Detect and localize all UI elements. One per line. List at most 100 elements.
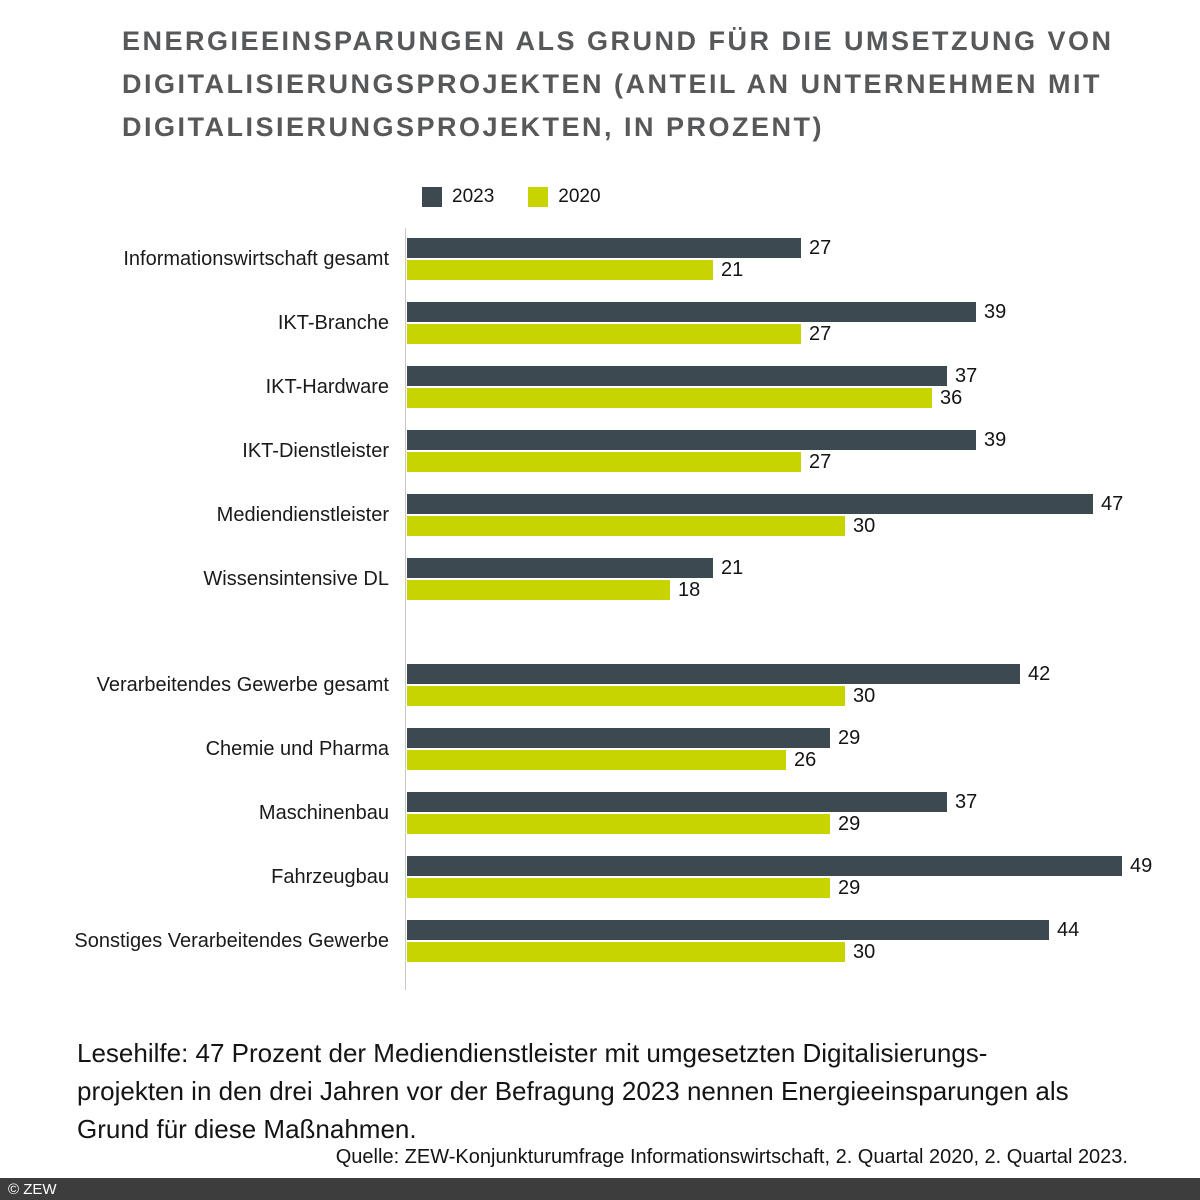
chart-title-line-1: ENERGIEEINSPARUNGEN ALS GRUND FÜR DIE UM… — [122, 26, 1114, 56]
bar-2023 — [407, 920, 1049, 940]
bar-line-2020: 29 — [407, 814, 1200, 834]
source-text: Quelle: ZEW-Konjunkturumfrage Informatio… — [335, 1146, 1128, 1168]
bar-2020 — [407, 260, 713, 280]
bar-line-2023: 47 — [407, 494, 1200, 514]
bar-2023 — [407, 494, 1093, 514]
legend-item-2023: 2023 — [422, 186, 494, 208]
value-label-2020: 27 — [809, 451, 832, 473]
bar-line-2020: 26 — [407, 750, 1200, 770]
bar-line-2023: 21 — [407, 558, 1200, 578]
row-bars: 39 27 — [405, 430, 1200, 472]
row-bars: 29 26 — [405, 728, 1200, 770]
bar-line-2023: 49 — [407, 856, 1200, 876]
row-bars: 37 36 — [405, 366, 1200, 408]
value-label-2020: 18 — [678, 579, 701, 601]
value-label-2020: 36 — [940, 387, 963, 409]
bar-line-2020: 27 — [407, 452, 1200, 472]
value-label-2023: 37 — [955, 365, 978, 387]
bar-2020 — [407, 580, 670, 600]
value-label-2020: 30 — [853, 941, 876, 963]
reading-aid: Lesehilfe: 47 Prozent der Mediendienstle… — [77, 1034, 1069, 1148]
value-label-2020: 21 — [721, 259, 744, 281]
bar-2023 — [407, 792, 947, 812]
chart-row: Wissensintensive DL 21 18 — [0, 558, 1200, 600]
value-label-2023: 44 — [1057, 919, 1080, 941]
chart-row: Maschinenbau 37 29 — [0, 792, 1200, 834]
copyright-label: © ZEW — [8, 1180, 57, 1198]
bar-line-2023: 37 — [407, 792, 1200, 812]
category-label: IKT-Dienstleister — [242, 439, 389, 462]
bar-line-2020: 36 — [407, 388, 1200, 408]
category-label: Verarbeitendes Gewerbe gesamt — [96, 673, 389, 696]
bar-line-2023: 29 — [407, 728, 1200, 748]
legend-swatch-2020 — [528, 187, 549, 207]
legend-label-2023: 2023 — [452, 186, 495, 207]
value-label-2020: 27 — [809, 323, 832, 345]
row-bars: 37 29 — [405, 792, 1200, 834]
category-label: Mediendienstleister — [216, 503, 389, 526]
category-label: Informationswirtschaft gesamt — [123, 247, 389, 270]
chart-row: Chemie und Pharma 29 26 — [0, 728, 1200, 770]
bar-2023 — [407, 238, 801, 258]
chart-title: ENERGIEEINSPARUNGEN ALS GRUND FÜR DIE UM… — [122, 20, 1114, 149]
category-label: Wissensintensive DL — [203, 567, 389, 590]
chart-row: IKT-Dienstleister 39 27 — [0, 430, 1200, 472]
bar-2023 — [407, 430, 976, 450]
chart-row: Mediendienstleister 47 30 — [0, 494, 1200, 536]
row-bars: 49 29 — [405, 856, 1200, 898]
bar-2023 — [407, 366, 947, 386]
category-label: Chemie und Pharma — [205, 737, 389, 760]
bar-line-2020: 30 — [407, 942, 1200, 962]
category-label: IKT-Branche — [277, 311, 389, 334]
chart-title-line-2: DIGITALISIERUNGSPROJEKTEN (ANTEIL AN UNT… — [122, 69, 1103, 99]
chart-row: Sonstiges Verarbeitendes Gewerbe 44 30 — [0, 920, 1200, 962]
reading-aid-line-1: Lesehilfe: 47 Prozent der Mediendienstle… — [77, 1038, 988, 1068]
bar-2020 — [407, 452, 801, 472]
row-bars: 39 27 — [405, 302, 1200, 344]
bar-2023 — [407, 302, 976, 322]
bar-line-2023: 44 — [407, 920, 1200, 940]
reading-aid-line-2: projekten in den drei Jahren vor der Bef… — [77, 1076, 1069, 1106]
value-label-2023: 42 — [1028, 663, 1051, 685]
value-label-2023: 49 — [1130, 855, 1153, 877]
category-label: IKT-Hardware — [265, 375, 389, 398]
chart-row: Verarbeitendes Gewerbe gesamt 42 30 — [0, 664, 1200, 706]
chart-row: IKT-Hardware 37 36 — [0, 366, 1200, 408]
bar-line-2023: 39 — [407, 430, 1200, 450]
value-label-2023: 39 — [984, 429, 1007, 451]
row-bars: 27 21 — [405, 238, 1200, 280]
chart-title-line-3: DIGITALISIERUNGSPROJEKTEN, IN PROZENT) — [122, 112, 825, 142]
bar-2020 — [407, 516, 845, 536]
row-bars: 42 30 — [405, 664, 1200, 706]
row-bars: 44 30 — [405, 920, 1200, 962]
bar-line-2020: 21 — [407, 260, 1200, 280]
value-label-2023: 47 — [1101, 493, 1124, 515]
bar-2023 — [407, 856, 1122, 876]
bar-2020 — [407, 388, 932, 408]
category-label: Sonstiges Verarbeitendes Gewerbe — [74, 929, 389, 952]
bar-2023 — [407, 664, 1020, 684]
legend-label-2020: 2020 — [558, 186, 601, 207]
bar-line-2020: 29 — [407, 878, 1200, 898]
bar-2020 — [407, 814, 830, 834]
value-label-2023: 21 — [721, 557, 744, 579]
bar-line-2020: 30 — [407, 516, 1200, 536]
value-label-2020: 26 — [794, 749, 817, 771]
bar-line-2023: 27 — [407, 238, 1200, 258]
bar-line-2020: 27 — [407, 324, 1200, 344]
chart-row: Fahrzeugbau 49 29 — [0, 856, 1200, 898]
bar-2020 — [407, 324, 801, 344]
bar-2023 — [407, 558, 713, 578]
value-label-2020: 29 — [838, 813, 861, 835]
bar-line-2020: 18 — [407, 580, 1200, 600]
bar-line-2023: 39 — [407, 302, 1200, 322]
row-bars: 47 30 — [405, 494, 1200, 536]
reading-aid-line-3: Grund für diese Maßnahmen. — [77, 1114, 417, 1144]
value-label-2023: 37 — [955, 791, 978, 813]
bar-2023 — [407, 728, 830, 748]
category-label: Fahrzeugbau — [271, 865, 389, 888]
chart-row: IKT-Branche 39 27 — [0, 302, 1200, 344]
y-axis-line — [405, 228, 406, 990]
bar-2020 — [407, 686, 845, 706]
